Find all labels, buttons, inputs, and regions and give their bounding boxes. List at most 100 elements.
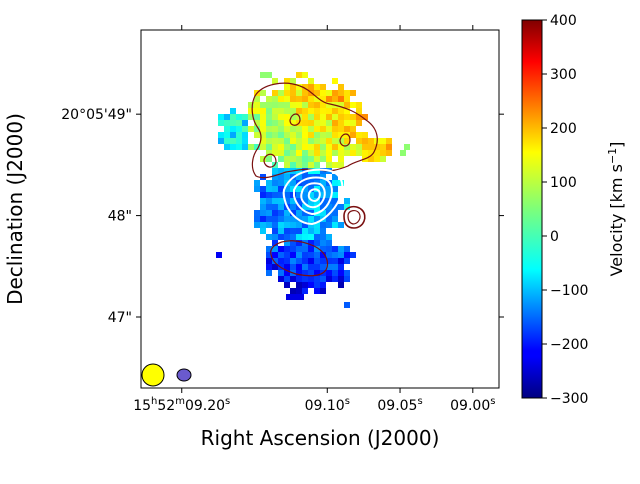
velocity-pixel: [362, 138, 368, 144]
velocity-pixel: [386, 144, 392, 150]
velocity-pixel: [296, 156, 302, 162]
velocity-pixel: [302, 156, 308, 162]
velocity-pixel: [296, 90, 302, 96]
velocity-pixel: [314, 216, 320, 222]
red-contour-ring-inner: [347, 210, 361, 225]
velocity-pixel: [356, 132, 362, 138]
velocity-pixel: [292, 294, 298, 300]
velocity-pixel: [260, 198, 266, 204]
velocity-pixel: [272, 114, 278, 120]
colorbar-tick-label: 200: [550, 121, 577, 137]
velocity-pixel: [284, 246, 290, 252]
velocity-pixel: [254, 216, 260, 222]
velocity-pixel: [272, 132, 278, 138]
velocity-pixel: [278, 168, 284, 174]
velocity-pixel: [236, 132, 242, 138]
velocity-pixel: [266, 120, 272, 126]
velocity-pixel: [290, 78, 296, 84]
velocity-pixel: [368, 144, 374, 150]
velocity-pixel: [302, 180, 308, 186]
velocity-pixel: [314, 90, 320, 96]
velocity-pixel: [272, 90, 278, 96]
velocity-pixel: [308, 84, 314, 90]
velocity-pixel: [278, 216, 284, 222]
velocity-pixel: [278, 150, 284, 156]
velocity-pixel: [362, 144, 368, 150]
velocity-pixel: [254, 222, 260, 228]
velocity-pixel: [266, 150, 272, 156]
velocity-pixel: [260, 138, 266, 144]
velocity-pixel: [332, 108, 338, 114]
x-tick-marks: [181, 25, 474, 393]
colorbar-tick-label: −200: [550, 337, 588, 353]
velocity-pixel: [314, 276, 320, 282]
velocity-pixel: [332, 114, 338, 120]
velocity-pixel: [314, 156, 320, 162]
x-tick-labels: 15h52m09.20s 09.10s 09.05s 09.00s: [133, 396, 495, 414]
velocity-pixel: [344, 246, 350, 252]
velocity-pixel: [344, 204, 350, 210]
velocity-pixel: [332, 120, 338, 126]
velocity-pixel: [332, 132, 338, 138]
velocity-pixel: [266, 210, 272, 216]
velocity-pixel: [296, 258, 302, 264]
velocity-pixel: [290, 264, 296, 270]
velocity-pixel: [278, 198, 284, 204]
velocity-pixel: [326, 120, 332, 126]
velocity-pixel: [272, 138, 278, 144]
velocity-pixel: [284, 234, 290, 240]
colorbar-tick-label: 0: [550, 229, 559, 245]
velocity-pixel: [290, 138, 296, 144]
velocity-pixel: [284, 222, 290, 228]
velocity-pixel: [356, 120, 362, 126]
velocity-pixel: [248, 144, 254, 150]
velocity-pixel: [314, 108, 320, 114]
velocity-pixel: [284, 102, 290, 108]
velocity-pixel: [302, 138, 308, 144]
velocity-pixel: [320, 180, 326, 186]
velocity-pixel: [308, 162, 314, 168]
velocity-pixel: [314, 192, 320, 198]
velocity-pixel: [260, 192, 266, 198]
velocity-pixel: [272, 228, 278, 234]
velocity-pixel: [284, 120, 290, 126]
velocity-pixel: [302, 162, 308, 168]
velocity-pixel: [338, 120, 344, 126]
velocity-pixel: [314, 228, 320, 234]
velocity-pixel: [284, 270, 290, 276]
velocity-pixel: [224, 138, 230, 144]
velocity-pixel: [236, 126, 242, 132]
velocity-pixel: [320, 90, 326, 96]
velocity-pixel: [332, 138, 338, 144]
velocity-pixel: [302, 120, 308, 126]
colorbar-label: Velocity [km s−1]: [606, 142, 626, 277]
velocity-pixel: [260, 114, 266, 120]
velocity-pixel: [284, 90, 290, 96]
velocity-pixel: [290, 144, 296, 150]
velocity-pixel: [338, 126, 344, 132]
velocity-pixel: [320, 222, 326, 228]
velocity-pixel: [338, 276, 344, 282]
velocity-pixel: [266, 264, 272, 270]
velocity-pixel: [284, 216, 290, 222]
velocity-pixel: [218, 114, 224, 120]
velocity-pixel: [266, 156, 272, 162]
velocity-pixel: [374, 156, 380, 162]
velocity-pixel: [302, 96, 308, 102]
velocity-pixel: [230, 108, 236, 114]
velocity-pixel: [278, 186, 284, 192]
velocity-pixel: [296, 162, 302, 168]
velocity-pixel: [260, 216, 266, 222]
velocity-pixel: [290, 84, 296, 90]
velocity-pixel: [290, 90, 296, 96]
velocity-pixel: [284, 144, 290, 150]
colorbar-tick-labels: 400 300 200 100 0 −100 −200 −300: [550, 13, 588, 407]
velocity-pixel: [338, 132, 344, 138]
velocity-pixel: [314, 282, 320, 288]
velocity-pixel: [284, 264, 290, 270]
velocity-pixel: [284, 282, 290, 288]
velocity-pixel: [272, 240, 278, 246]
velocity-pixel: [248, 114, 254, 120]
velocity-pixel: [272, 174, 278, 180]
velocity-pixel: [308, 264, 314, 270]
